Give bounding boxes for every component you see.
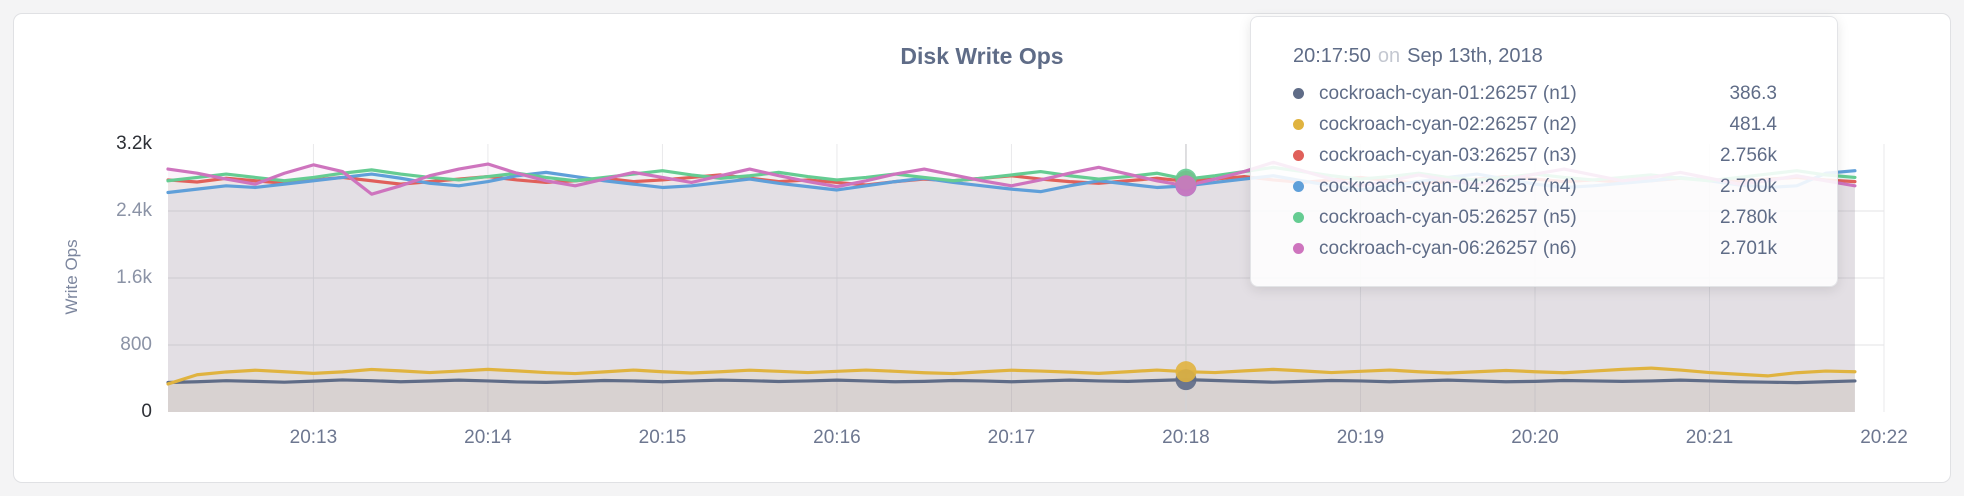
series-value: 386.3 [1729,82,1777,104]
series-label: cockroach-cyan-02:26257 (n2) [1319,113,1577,135]
tooltip-row: cockroach-cyan-05:26257 (n5) 2.780k [1293,202,1777,233]
tooltip-row: cockroach-cyan-03:26257 (n3) 2.756k [1293,140,1777,171]
x-tick-label: 20:17 [987,427,1036,448]
series-color-dot [1293,212,1304,223]
tooltip-header: 20:17:50 on Sep 13th, 2018 [1293,45,1777,68]
series-line [166,378,1857,385]
series-value: 2.756k [1719,144,1777,166]
x-tick-label: 20:14 [464,427,512,448]
tooltip-row: cockroach-cyan-02:26257 (n2) 481.4 [1293,109,1777,140]
series-label: cockroach-cyan-06:26257 (n6) [1319,237,1577,259]
tooltip-row: cockroach-cyan-01:26257 (n1) 386.3 [1293,78,1777,109]
y-tick-label: 0 [141,401,152,422]
series-label: cockroach-cyan-03:26257 (n3) [1319,144,1577,166]
series-line [166,366,1857,386]
x-tick-label: 20:16 [813,427,861,448]
y-tick-label: 1.6k [116,267,152,288]
tooltip-row: cockroach-cyan-06:26257 (n6) 2.701k [1293,233,1777,264]
series-value: 481.4 [1729,113,1777,135]
tooltip-date: Sep 13th, 2018 [1407,45,1543,67]
chart-title: Disk Write Ops [900,43,1064,69]
series-value: 2.700k [1719,175,1777,197]
x-tick-label: 20:13 [289,427,338,448]
x-tick-label: 20:19 [1336,427,1385,448]
x-tick-label: 20:21 [1685,427,1734,448]
hover-tooltip: 20:17:50 on Sep 13th, 2018 cockroach-cyan-… [1250,16,1838,287]
y-tick-label: 3.2k [116,133,152,154]
series-color-dot [1293,181,1304,192]
series-color-dot [1293,119,1304,130]
y-tick-label: 2.4k [116,200,152,221]
series-label: cockroach-cyan-05:26257 (n5) [1319,206,1577,228]
tooltip-row: cockroach-cyan-04:26257 (n4) 2.700k [1293,171,1777,202]
series-value: 2.701k [1719,237,1777,259]
series-area [168,379,1855,412]
x-tick-label: 20:15 [638,427,687,448]
x-tick-label: 20:22 [1860,427,1908,448]
x-tick-label: 20:18 [1162,427,1210,448]
hover-point [1175,175,1197,197]
series-label: cockroach-cyan-01:26257 (n1) [1319,82,1577,104]
x-tick-label: 20:20 [1511,427,1559,448]
y-tick-label: 800 [120,334,152,355]
series-color-dot [1293,243,1304,254]
tooltip-time: 20:17:50 [1293,45,1371,67]
tooltip-on-word: on [1377,45,1401,67]
hover-point [1175,361,1197,383]
series-value: 2.780k [1719,206,1777,228]
series-color-dot [1293,88,1304,99]
series-label: cockroach-cyan-04:26257 (n4) [1319,175,1577,197]
series-color-dot [1293,150,1304,161]
